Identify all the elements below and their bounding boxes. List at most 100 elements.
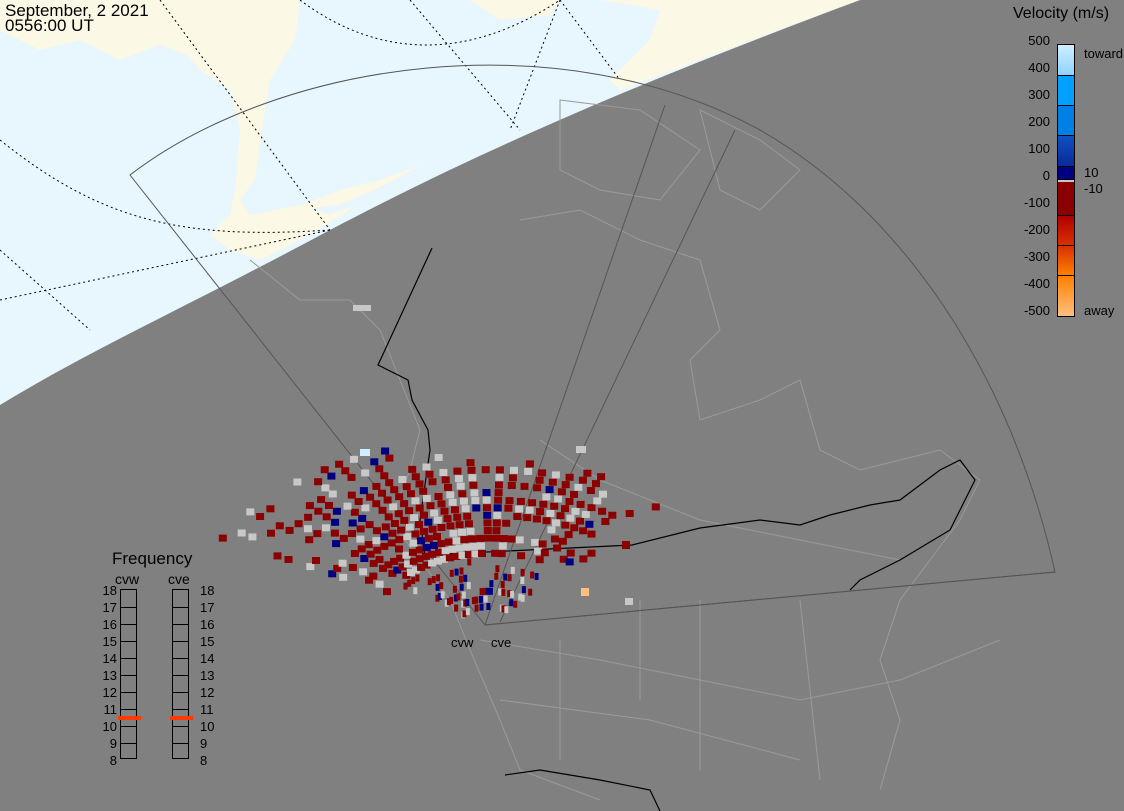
scatter-cell <box>294 520 303 528</box>
minus-threshold-label: -10 <box>1084 181 1103 196</box>
scatter-cell <box>474 596 479 604</box>
scatter-cell <box>507 482 516 489</box>
scatter-cell <box>467 558 472 566</box>
scatter-cell <box>461 505 470 513</box>
scatter-cell <box>332 507 341 515</box>
scatter-cell <box>581 510 590 518</box>
scatter-cell <box>494 496 503 504</box>
scatter-cell <box>493 504 502 512</box>
scatter-cell <box>411 473 420 481</box>
scatter-cell <box>366 493 375 501</box>
scatter-cell <box>448 545 457 553</box>
scatter-cell <box>515 536 524 544</box>
graticule <box>0 0 621 331</box>
frequency-marker <box>118 715 141 720</box>
scatter-cell <box>405 507 414 515</box>
scatter-cell <box>381 447 390 455</box>
scatter-cell <box>353 305 371 311</box>
scatter-cell <box>542 517 551 525</box>
scatter-cell <box>343 502 352 510</box>
colorbar-segment <box>1058 45 1074 75</box>
scatter-cell <box>390 486 399 494</box>
scatter-cell <box>449 569 454 577</box>
scatter-cell <box>375 465 384 473</box>
scatter-cell <box>436 574 441 582</box>
scatter-cell <box>467 466 476 474</box>
scatter-cell <box>501 588 506 596</box>
scatter-cell <box>364 541 373 549</box>
scatter-cell <box>411 530 420 538</box>
scatter-cell <box>415 555 424 563</box>
scatter-cell <box>328 570 337 578</box>
scatter-cell <box>546 510 555 517</box>
scatter-cell <box>586 487 595 494</box>
scatter-cell <box>515 505 524 513</box>
frequency-tick: 9 <box>109 736 117 751</box>
scatter-cell <box>547 526 556 534</box>
scatter-cell <box>532 515 541 523</box>
colorbar-tick: -200 <box>1023 222 1050 237</box>
scatter-cell <box>321 484 330 492</box>
scatter-cell <box>497 550 506 558</box>
frequency-tick: 10 <box>102 719 117 734</box>
scatter-cell <box>393 566 402 574</box>
scatter-cell <box>411 577 416 585</box>
colorbar-segment <box>1058 105 1074 135</box>
scatter-cell <box>439 469 448 476</box>
scatter-cell <box>478 595 483 603</box>
velocity-colorbar <box>1057 44 1075 317</box>
scatter-cell <box>322 524 330 532</box>
scatter-cell <box>456 482 465 490</box>
scatter-cell <box>434 548 443 556</box>
scatter-cell <box>466 582 471 590</box>
scatter-cell <box>347 473 356 481</box>
scatter-cell <box>358 514 367 522</box>
scatter-cell <box>415 574 420 582</box>
scatter-cell <box>419 487 428 495</box>
scatter-cell <box>492 527 501 535</box>
scatter-cell <box>375 556 384 563</box>
scatter-cell <box>465 608 470 616</box>
frequency-tick: 12 <box>102 685 117 700</box>
scatter-cell <box>565 473 574 481</box>
scatter-cell <box>422 494 431 502</box>
colorbar-tick: 300 <box>1028 87 1050 102</box>
scatter-cell <box>256 513 265 520</box>
scatter-cell <box>528 499 537 507</box>
scatter-cell <box>407 490 415 498</box>
scatter-cell <box>350 550 359 557</box>
scatter-cell <box>402 571 411 579</box>
scatter-cell <box>384 513 393 521</box>
scatter-cell <box>372 527 381 535</box>
scatter-cell <box>466 459 475 467</box>
scatter-cell <box>422 463 431 471</box>
scatter-cell <box>267 529 275 537</box>
scatter-cell <box>479 588 484 596</box>
scatter-cell <box>513 513 522 520</box>
scatter-cell <box>587 504 596 512</box>
scatter-cell <box>576 517 584 525</box>
scatter-cell <box>495 481 503 489</box>
scatter-cell <box>218 534 227 542</box>
scatter-cell <box>388 569 397 577</box>
scatter-cell <box>484 534 492 542</box>
scatter-cell <box>493 511 502 519</box>
scatter-cell <box>350 508 359 516</box>
scatter-cell <box>398 476 407 483</box>
scatter-cell <box>428 550 437 558</box>
colorbar-tick: 0 <box>1042 168 1050 183</box>
frequency-tick: 9 <box>200 736 208 751</box>
scatter-cell <box>483 504 491 512</box>
scatter-cell <box>601 518 610 525</box>
scatter-cell <box>523 514 532 522</box>
daylight-land <box>0 0 860 260</box>
scatter-cell <box>453 594 458 602</box>
fov-beam-edge <box>499 129 736 623</box>
scatter-cell <box>437 524 446 531</box>
frequency-tick: 11 <box>200 702 214 717</box>
freq-radar-cvw: cvw <box>115 571 140 587</box>
scatter-cell <box>330 529 339 537</box>
scatter-cell <box>570 490 578 498</box>
scatter-cell <box>409 557 418 565</box>
scatter-cell <box>587 530 596 538</box>
